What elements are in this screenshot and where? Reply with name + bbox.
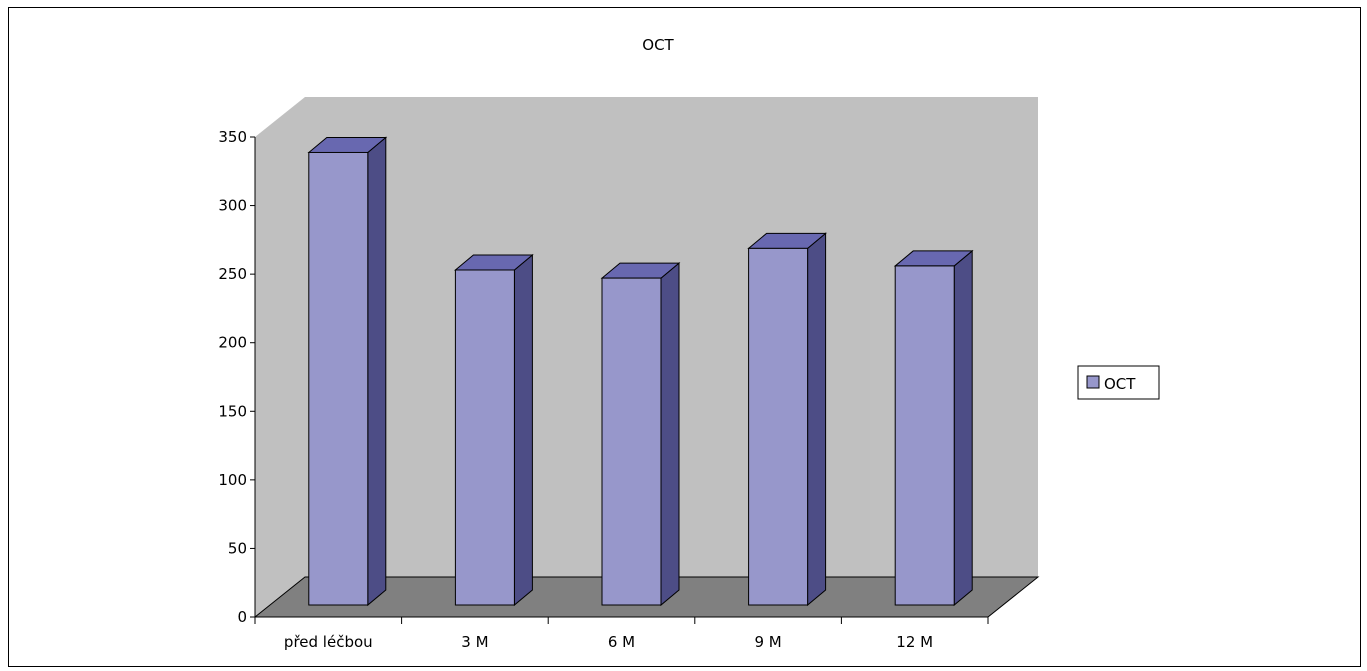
bar-side — [807, 232, 827, 607]
x-tick-label: před léčbou — [284, 633, 373, 651]
x-tick-label: 9 M — [754, 633, 781, 651]
bar-front — [308, 151, 369, 606]
bar-side — [513, 253, 533, 607]
y-tick-label: 250 — [218, 265, 247, 283]
x-tick-label: 6 M — [608, 633, 635, 651]
side-wall — [255, 97, 305, 617]
x-axis: před léčbou 3 M 6 M 9 M 12 M — [254, 616, 989, 651]
bar-series-oct — [307, 136, 974, 607]
y-tick-label: 0 — [237, 608, 247, 626]
bar — [307, 136, 388, 607]
bar — [600, 262, 681, 607]
bar-side — [953, 249, 973, 607]
bar-side — [660, 262, 680, 607]
legend-swatch — [1086, 375, 1100, 389]
y-tick-label: 100 — [218, 471, 247, 489]
y-tick-label: 300 — [218, 197, 247, 215]
bar — [454, 253, 534, 607]
bar-front — [601, 277, 662, 606]
legend-label: OCT — [1104, 375, 1136, 393]
chart-title: OCT — [642, 36, 674, 54]
y-tick-label: 50 — [228, 539, 247, 557]
legend: OCT — [1077, 365, 1160, 400]
bar-front — [894, 265, 955, 606]
bar-front — [748, 247, 809, 606]
bar-side — [367, 136, 387, 607]
bar — [747, 232, 827, 607]
x-tick-label: 12 M — [896, 633, 933, 651]
y-tick-label: 200 — [218, 334, 247, 352]
bar — [893, 249, 974, 607]
y-axis: 0 50 100 150 200 250 300 350 — [218, 128, 256, 626]
y-tick-label: 350 — [218, 128, 247, 146]
bar-front — [454, 269, 515, 606]
x-tick-label: 3 M — [461, 633, 488, 651]
y-tick-label: 150 — [218, 402, 247, 420]
